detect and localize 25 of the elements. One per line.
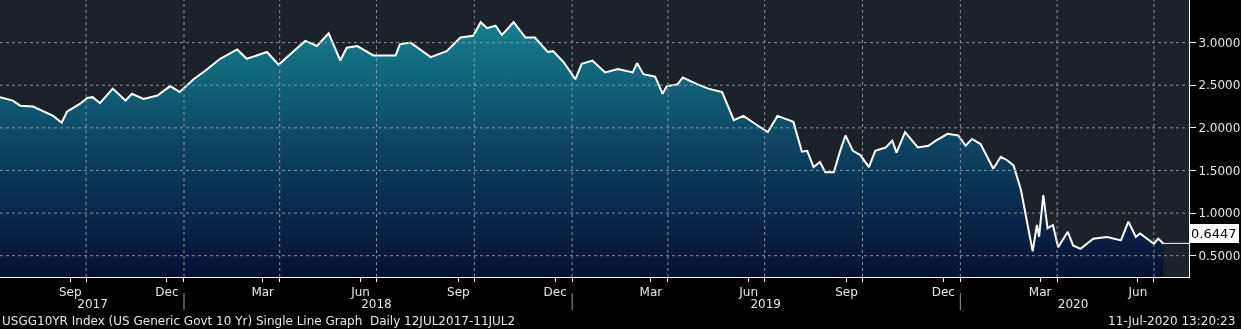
x-tick-label: Dec bbox=[543, 285, 567, 300]
annotation: 0.6447 bbox=[1191, 226, 1237, 241]
text: USGG10YR Index (US Generic Govt 10 Yr) Single Line Graph Daily 12JUL2017-11JUL2 bbox=[2, 314, 516, 328]
x-tick-label: Sep bbox=[58, 285, 82, 300]
x-tick-label: Mar bbox=[639, 285, 663, 300]
x-tick-label: Jun bbox=[1127, 285, 1148, 300]
text: 11-Jul-2020 13:20:23 bbox=[1108, 314, 1236, 328]
x-tick-label: Sep bbox=[447, 285, 470, 300]
y-tick-label: 1.5000 bbox=[1198, 163, 1241, 178]
y-tick-label: 3.0000 bbox=[1198, 35, 1241, 50]
x-tick-label: Dec bbox=[931, 285, 955, 300]
x2-tick-label: 2020 bbox=[1057, 297, 1089, 311]
x2-tick-label: 2017 bbox=[77, 297, 108, 311]
x2-tick-label: 2019 bbox=[750, 297, 781, 311]
x-tick-label: Sep bbox=[835, 285, 858, 300]
y-tick-label: 0.5000 bbox=[1198, 248, 1241, 263]
x-tick-label: Mar bbox=[1028, 285, 1052, 300]
x-tick-label: Mar bbox=[251, 285, 275, 300]
x-tick-label: Jun bbox=[350, 285, 370, 300]
y-tick-label: 2.0000 bbox=[1198, 121, 1241, 136]
x-tick-label: Jun bbox=[738, 285, 759, 300]
y-tick-label: 1.0000 bbox=[1198, 206, 1241, 221]
y-tick-label: 2.5000 bbox=[1198, 78, 1241, 93]
x2-tick-label: 2018 bbox=[361, 297, 392, 311]
x-tick-label: Dec bbox=[155, 285, 179, 300]
